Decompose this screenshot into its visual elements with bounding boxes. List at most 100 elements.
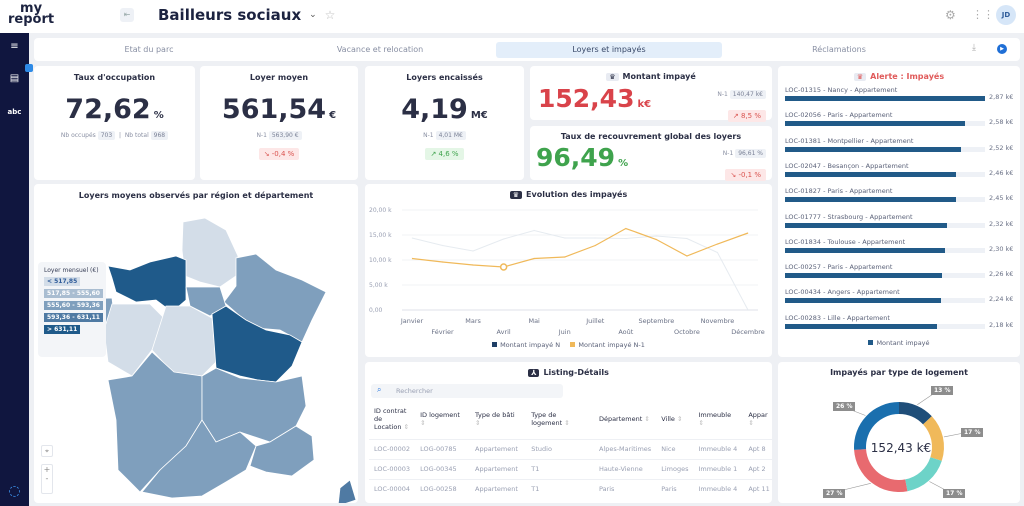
- table-row[interactable]: LOC-00003 LOG-00345 Appartement T1 Haute-Vie…: [369, 458, 772, 479]
- star-icon[interactable]: ☆: [324, 8, 336, 22]
- column-header[interactable]: ID logement ⇕: [415, 399, 470, 439]
- sort-icon[interactable]: ⇕: [420, 418, 426, 427]
- donut-slice[interactable]: [899, 402, 932, 425]
- bar: [785, 222, 947, 228]
- gear-icon[interactable]: ⚙: [945, 8, 956, 22]
- sort-icon[interactable]: ⇕: [403, 422, 410, 431]
- x-tick-label: Août: [618, 328, 633, 336]
- alert-list-item[interactable]: LOC-01777 - Strasbourg - Appartement 2,32…: [785, 213, 1017, 228]
- item-value: 2,46 k€: [989, 168, 1014, 177]
- table-row[interactable]: LOC-00002 LOG-00785 Appartement Studio Alpes…: [369, 438, 772, 459]
- prev-label: N-1: [717, 91, 728, 98]
- alert-list-item[interactable]: LOC-00257 - Paris - Appartement 2,26 k€: [785, 263, 1017, 279]
- bar: [785, 96, 985, 101]
- table-cell: Paris: [656, 478, 694, 499]
- sort-icon[interactable]: ⇕: [748, 418, 754, 427]
- sort-icon[interactable]: ⇕: [564, 418, 570, 427]
- text-icon[interactable]: abc: [7, 108, 22, 116]
- report-icon[interactable]: ▤: [9, 73, 20, 84]
- search-icon: ⌕: [377, 385, 382, 394]
- alert-list-item[interactable]: LOC-02056 - Paris - Appartement 2,58 k€: [785, 111, 1017, 127]
- sort-icon[interactable]: ⇕: [677, 414, 683, 423]
- prev-label: N-1: [722, 150, 734, 157]
- column-header[interactable]: Département ⇕: [594, 399, 656, 439]
- legend-bin[interactable]: < 517,85: [44, 277, 81, 286]
- sort-icon[interactable]: ⇕: [644, 414, 650, 423]
- donut-chart[interactable]: [778, 362, 1020, 503]
- legend-bin[interactable]: 593,36 - 631,11: [44, 313, 103, 322]
- line-chart[interactable]: 0,00 5,00 k 10,00 k 15,00 k 20,00 k Janvier Fé…: [365, 184, 772, 357]
- prev-value: 140,47 k€: [729, 90, 766, 99]
- column-label: Appar: [748, 410, 768, 419]
- table-cell: Studio: [526, 438, 594, 459]
- filter-icon[interactable]: ≡: [10, 41, 19, 52]
- alert-list-item[interactable]: LOC-01834 - Toulouse - Appartement 2,30 k…: [785, 238, 1017, 253]
- series-line-n-1[interactable]: [411, 227, 749, 268]
- series-line-n[interactable]: [411, 229, 749, 311]
- logo[interactable]: my report: [8, 1, 55, 27]
- data-point[interactable]: [499, 263, 508, 271]
- item-label: LOC-00283 - Lille - Appartement: [785, 313, 890, 322]
- apps-grid-icon[interactable]: ⋮⋮: [972, 8, 994, 21]
- region-corse: [337, 479, 357, 503]
- bar-track: [785, 96, 985, 101]
- avatar[interactable]: JD: [996, 5, 1016, 25]
- item-value: 2,52 k€: [989, 143, 1014, 152]
- table-cell: T1: [526, 458, 594, 479]
- tab-loyers-impayes[interactable]: Loyers et impayés: [496, 42, 722, 58]
- alert-list-item[interactable]: LOC-01315 - Nancy - Appartement 2,87 k€: [785, 86, 1017, 101]
- notification-badge: [25, 64, 33, 72]
- y-tick-label: 5,00 k: [369, 282, 388, 289]
- kpi-value: 72,62: [65, 94, 151, 125]
- item-label: LOC-00434 - Angers - Appartement: [785, 288, 900, 297]
- table-cell: Nice: [656, 438, 694, 459]
- tab-reclamations[interactable]: Réclamations: [812, 45, 866, 54]
- region-occitanie: [141, 419, 257, 499]
- column-header[interactable]: Appar ⇕: [743, 399, 772, 439]
- zoom-out-button[interactable]: -: [45, 474, 49, 483]
- play-icon[interactable]: ▶: [997, 44, 1007, 54]
- legend-bin[interactable]: > 631,11: [44, 325, 81, 334]
- sort-icon[interactable]: ⇕: [698, 418, 704, 427]
- column-header[interactable]: Type de bâti ⇕: [470, 399, 526, 439]
- column-header[interactable]: Ville ⇕: [656, 399, 693, 439]
- donut-data-label: 13 %: [931, 386, 954, 395]
- alert-list-item[interactable]: LOC-01381 - Montpellier - Appartement 2,5…: [785, 137, 1017, 152]
- column-header[interactable]: Type de logement ⇕: [526, 399, 594, 439]
- alert-list-item[interactable]: LOC-01827 - Paris - Appartement 2,45 k€: [785, 187, 1017, 203]
- france-map[interactable]: [34, 184, 358, 503]
- x-tick-label: Mai: [528, 317, 540, 325]
- alert-list-item[interactable]: LOC-00434 - Angers - Appartement 2,24 k€: [785, 288, 1017, 304]
- alert-impayes-panel: ♛ Alerte : Impayés LOC-01315 - Nancy - Ap…: [778, 66, 1020, 357]
- alert-list-item[interactable]: LOC-02047 - Besançon - Appartement 2,46 k…: [785, 162, 1017, 177]
- item-value: 2,24 k€: [989, 295, 1014, 304]
- panel-title: Loyers moyens observés par région et dép…: [78, 191, 314, 200]
- legend-bin[interactable]: 517,85 - 555,60: [44, 289, 103, 298]
- donut-slice[interactable]: [905, 457, 942, 492]
- donut-slice[interactable]: [923, 416, 944, 461]
- recenter-icon[interactable]: ⌖: [41, 445, 53, 457]
- sort-icon[interactable]: ⇕: [475, 418, 481, 427]
- alert-list-item[interactable]: LOC-00283 - Lille - Appartement 2,18 k€: [785, 313, 1017, 329]
- kpi-loyers-encaisses: Loyers encaissés 4,19 M€ N-1 4,01 M€ ↗ 4,…: [365, 66, 524, 180]
- donut-slice[interactable]: [854, 402, 899, 450]
- kpi-title: Taux d'occupation: [73, 73, 156, 82]
- table-row[interactable]: LOC-00004 LOG-00258 Appartement T1 Paris Pari…: [369, 478, 772, 499]
- download-icon[interactable]: ⤓: [972, 43, 976, 53]
- tab-vacance[interactable]: Vacance et relocation: [336, 45, 424, 54]
- column-header[interactable]: Immeuble ⇕: [693, 399, 743, 439]
- bar-track: [785, 121, 985, 127]
- kpi-unit: k€: [637, 99, 652, 110]
- search-input[interactable]: ⌕ Rechercher: [371, 384, 563, 398]
- collapse-panel-icon[interactable]: ⇤: [120, 8, 134, 22]
- y-tick-label: 10,00 k: [369, 257, 392, 264]
- table-cell: Immeuble 4: [693, 478, 744, 499]
- legend-bin[interactable]: 555,60 - 593,36: [44, 301, 103, 310]
- chevron-down-icon[interactable]: ⌄: [309, 10, 317, 20]
- bar: [785, 197, 956, 203]
- donut-slice[interactable]: [854, 449, 908, 492]
- zoom-in-button[interactable]: +: [43, 465, 51, 474]
- column-header[interactable]: ID contrat de Location ⇕: [369, 399, 415, 439]
- bar: [785, 273, 943, 279]
- tab-etat-du-parc[interactable]: Etat du parc: [124, 45, 174, 54]
